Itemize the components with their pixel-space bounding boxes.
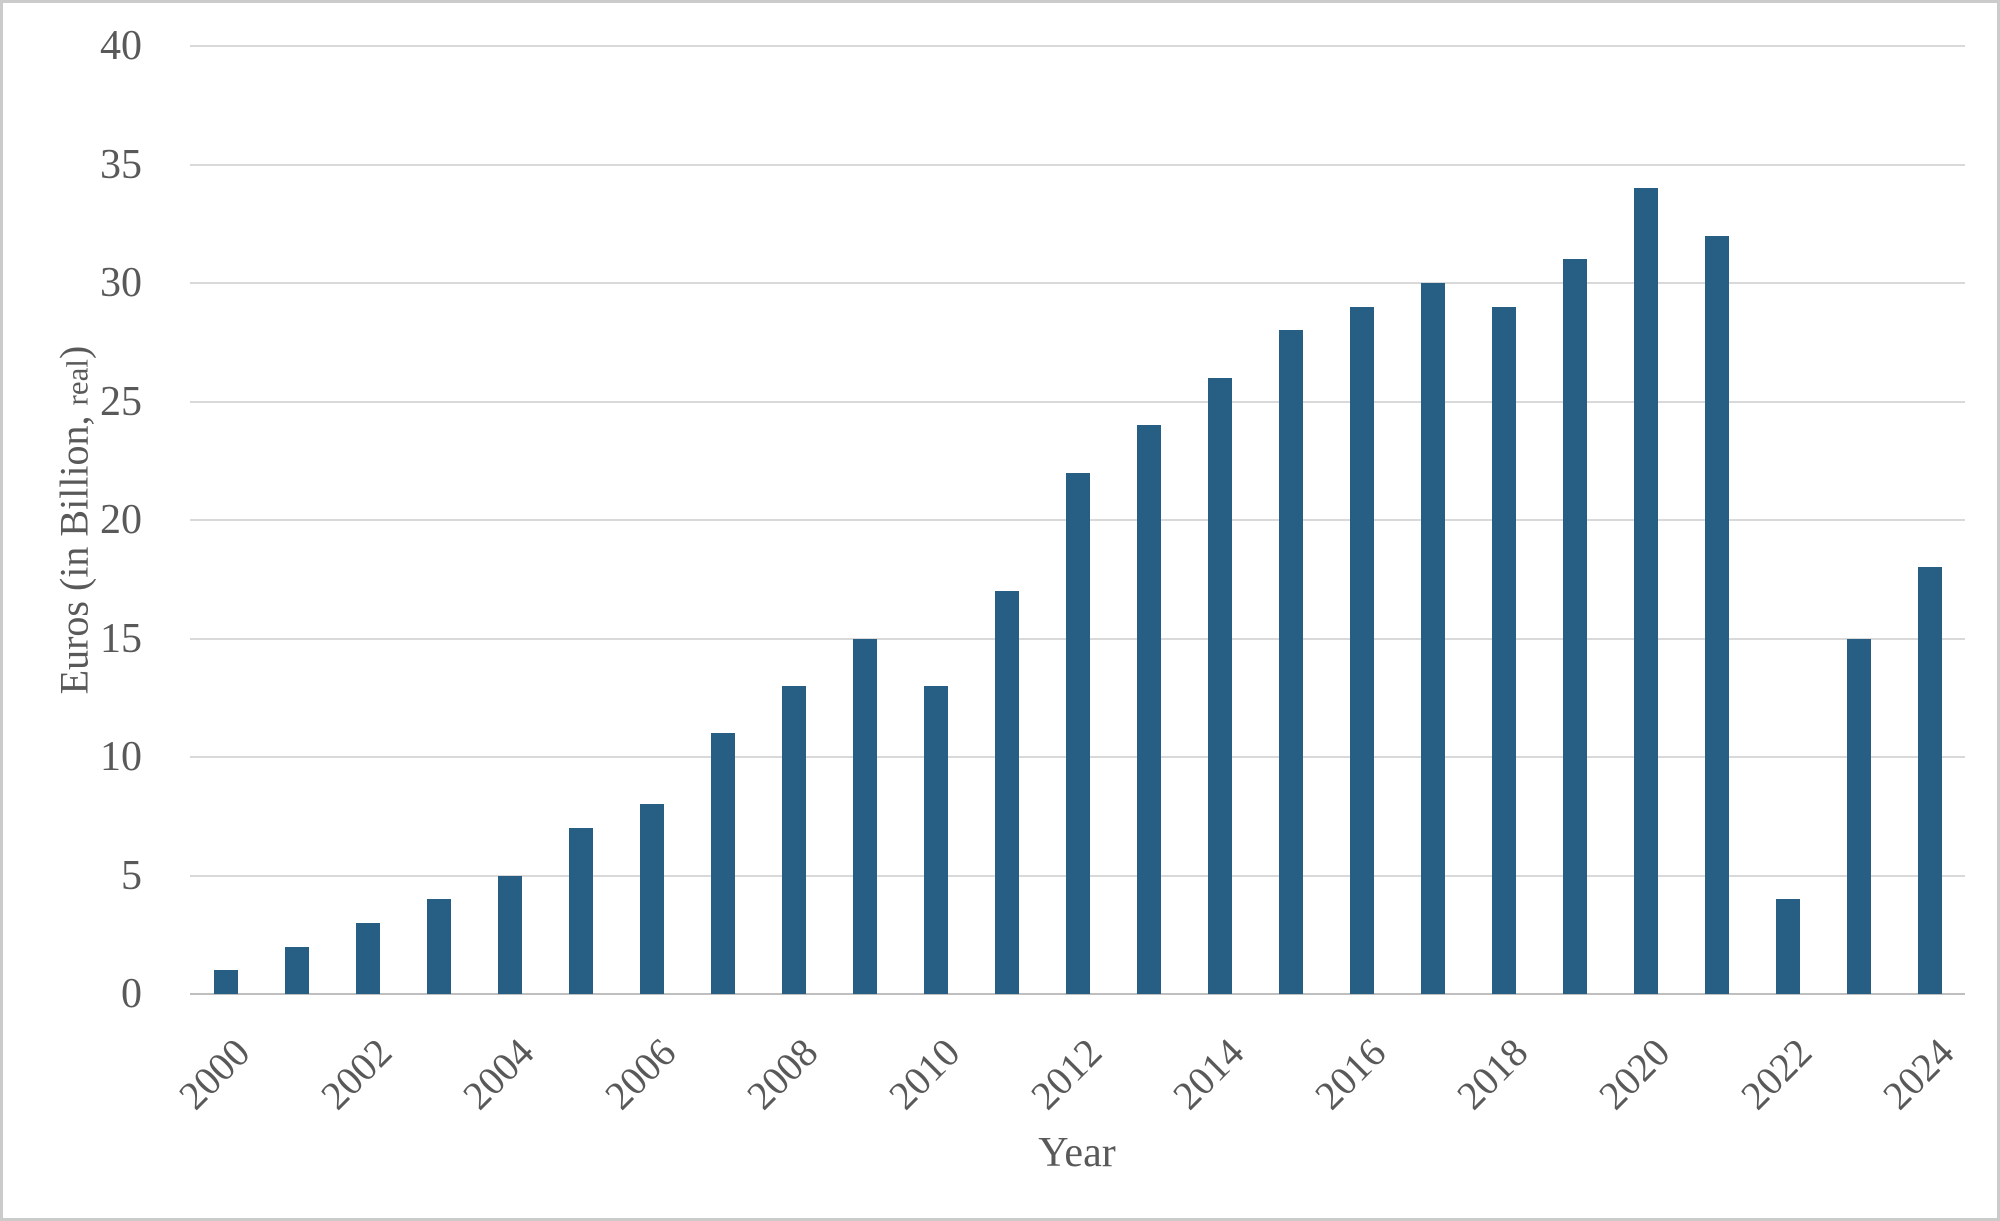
y-axis-title-unit: real — [59, 358, 95, 406]
bar-2006 — [640, 804, 664, 994]
bar-2009 — [853, 638, 877, 994]
y-tick-label-35: 35 — [100, 141, 142, 188]
bar-2002 — [356, 922, 380, 994]
x-tick-label-2006: 2006 — [596, 1029, 685, 1118]
x-tick-label-2016: 2016 — [1306, 1029, 1395, 1118]
gridline-30 — [190, 282, 1965, 284]
y-tick-label-10: 10 — [100, 734, 142, 780]
bar-2008 — [782, 685, 806, 994]
y-tick-label-25: 25 — [100, 378, 142, 425]
y-tick-label-0: 0 — [121, 971, 142, 1017]
x-tick-label-2024: 2024 — [1874, 1029, 1963, 1118]
y-tick-label-5: 5 — [121, 852, 142, 899]
x-tick-label-2012: 2012 — [1022, 1029, 1111, 1118]
x-tick-label-2020: 2020 — [1590, 1029, 1679, 1118]
gridline-40 — [190, 45, 1965, 47]
bar-2016 — [1350, 306, 1374, 994]
bar-2017 — [1421, 283, 1445, 994]
x-axis-title: Year — [1038, 1130, 1116, 1176]
x-tick-label-2008: 2008 — [738, 1029, 827, 1118]
gridline-35 — [190, 163, 1965, 166]
plot-area — [190, 45, 1965, 995]
x-tick-label-2014: 2014 — [1164, 1029, 1253, 1118]
x-tick-label-2018: 2018 — [1448, 1029, 1537, 1118]
y-axis-title-main: Euros (in Billion, — [51, 405, 97, 695]
bar-2018 — [1492, 306, 1516, 994]
bar-2019 — [1563, 259, 1587, 994]
bar-2014 — [1208, 377, 1232, 994]
bar-2021 — [1705, 235, 1729, 994]
bar-2013 — [1137, 425, 1161, 994]
bar-2010 — [924, 685, 948, 994]
y-tick-label-20: 20 — [100, 497, 142, 543]
bar-2007 — [711, 733, 735, 994]
bar-2023 — [1847, 638, 1871, 994]
y-tick-label-15: 15 — [100, 615, 142, 662]
bar-2022 — [1776, 899, 1800, 994]
y-tick-label-30: 30 — [100, 260, 142, 306]
bar-2024 — [1918, 567, 1942, 994]
x-axis-line — [190, 993, 1965, 995]
bar-2000 — [214, 970, 238, 994]
bar-2012 — [1066, 472, 1090, 994]
bar-2015 — [1279, 330, 1303, 994]
bar-2004 — [498, 875, 522, 994]
x-tick-label-2010: 2010 — [880, 1029, 969, 1118]
y-axis-title-close: ) — [51, 345, 97, 359]
x-tick-label-2002: 2002 — [312, 1029, 401, 1118]
x-tick-label-2022: 2022 — [1732, 1029, 1821, 1118]
bar-2005 — [569, 828, 593, 994]
y-axis-title: Euros (in Billion, real) — [51, 345, 100, 695]
y-tick-label-40: 40 — [100, 23, 142, 69]
bar-2003 — [427, 899, 451, 994]
x-tick-label-2004: 2004 — [454, 1029, 543, 1118]
gridline-25 — [190, 400, 1965, 403]
x-tick-label-2000: 2000 — [170, 1029, 259, 1118]
bar-2020 — [1634, 188, 1658, 994]
bar-2011 — [995, 591, 1019, 994]
bar-2001 — [285, 946, 309, 994]
